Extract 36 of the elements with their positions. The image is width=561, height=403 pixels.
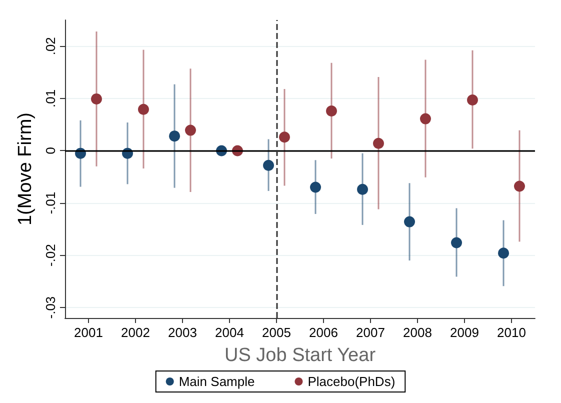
point	[514, 180, 525, 192]
point	[420, 113, 431, 124]
x-tick-label: 2003	[168, 325, 197, 340]
point	[326, 105, 337, 116]
y-axis-title: 1(Move Firm)	[15, 112, 36, 226]
x-tick-label: 2004	[215, 325, 244, 340]
point	[185, 124, 196, 136]
y-tick-label: 0	[43, 147, 58, 154]
x-tick-label: 2002	[121, 325, 150, 340]
point	[498, 248, 510, 259]
legend-label: Placebo(PhDs)	[308, 374, 396, 389]
y-tick-label: -.02	[43, 244, 58, 266]
x-tick-label: 2010	[497, 325, 526, 340]
point	[138, 104, 149, 115]
point	[467, 94, 478, 106]
x-tick-label: 2007	[356, 325, 385, 340]
point	[91, 93, 102, 104]
legend-label: Main Sample	[178, 374, 255, 389]
x-tick-label: 2001	[74, 325, 103, 340]
x-tick-label: 2008	[403, 325, 432, 340]
point	[263, 160, 274, 171]
y-tick-label: -.01	[43, 192, 58, 214]
point	[373, 138, 384, 149]
y-tick-label: .01	[43, 89, 58, 108]
point	[404, 216, 416, 228]
point	[357, 184, 368, 195]
point	[169, 130, 180, 142]
point	[310, 182, 322, 193]
x-axis-title: US Job Start Year	[224, 345, 376, 366]
x-tick-label: 2006	[309, 325, 338, 340]
x-tick-label: 2009	[450, 325, 479, 340]
y-tick-label: -.03	[43, 296, 58, 319]
x-tick-label: 2005	[262, 325, 291, 340]
point	[279, 132, 290, 143]
point	[451, 237, 462, 248]
y-tick-label: .02	[43, 37, 58, 56]
